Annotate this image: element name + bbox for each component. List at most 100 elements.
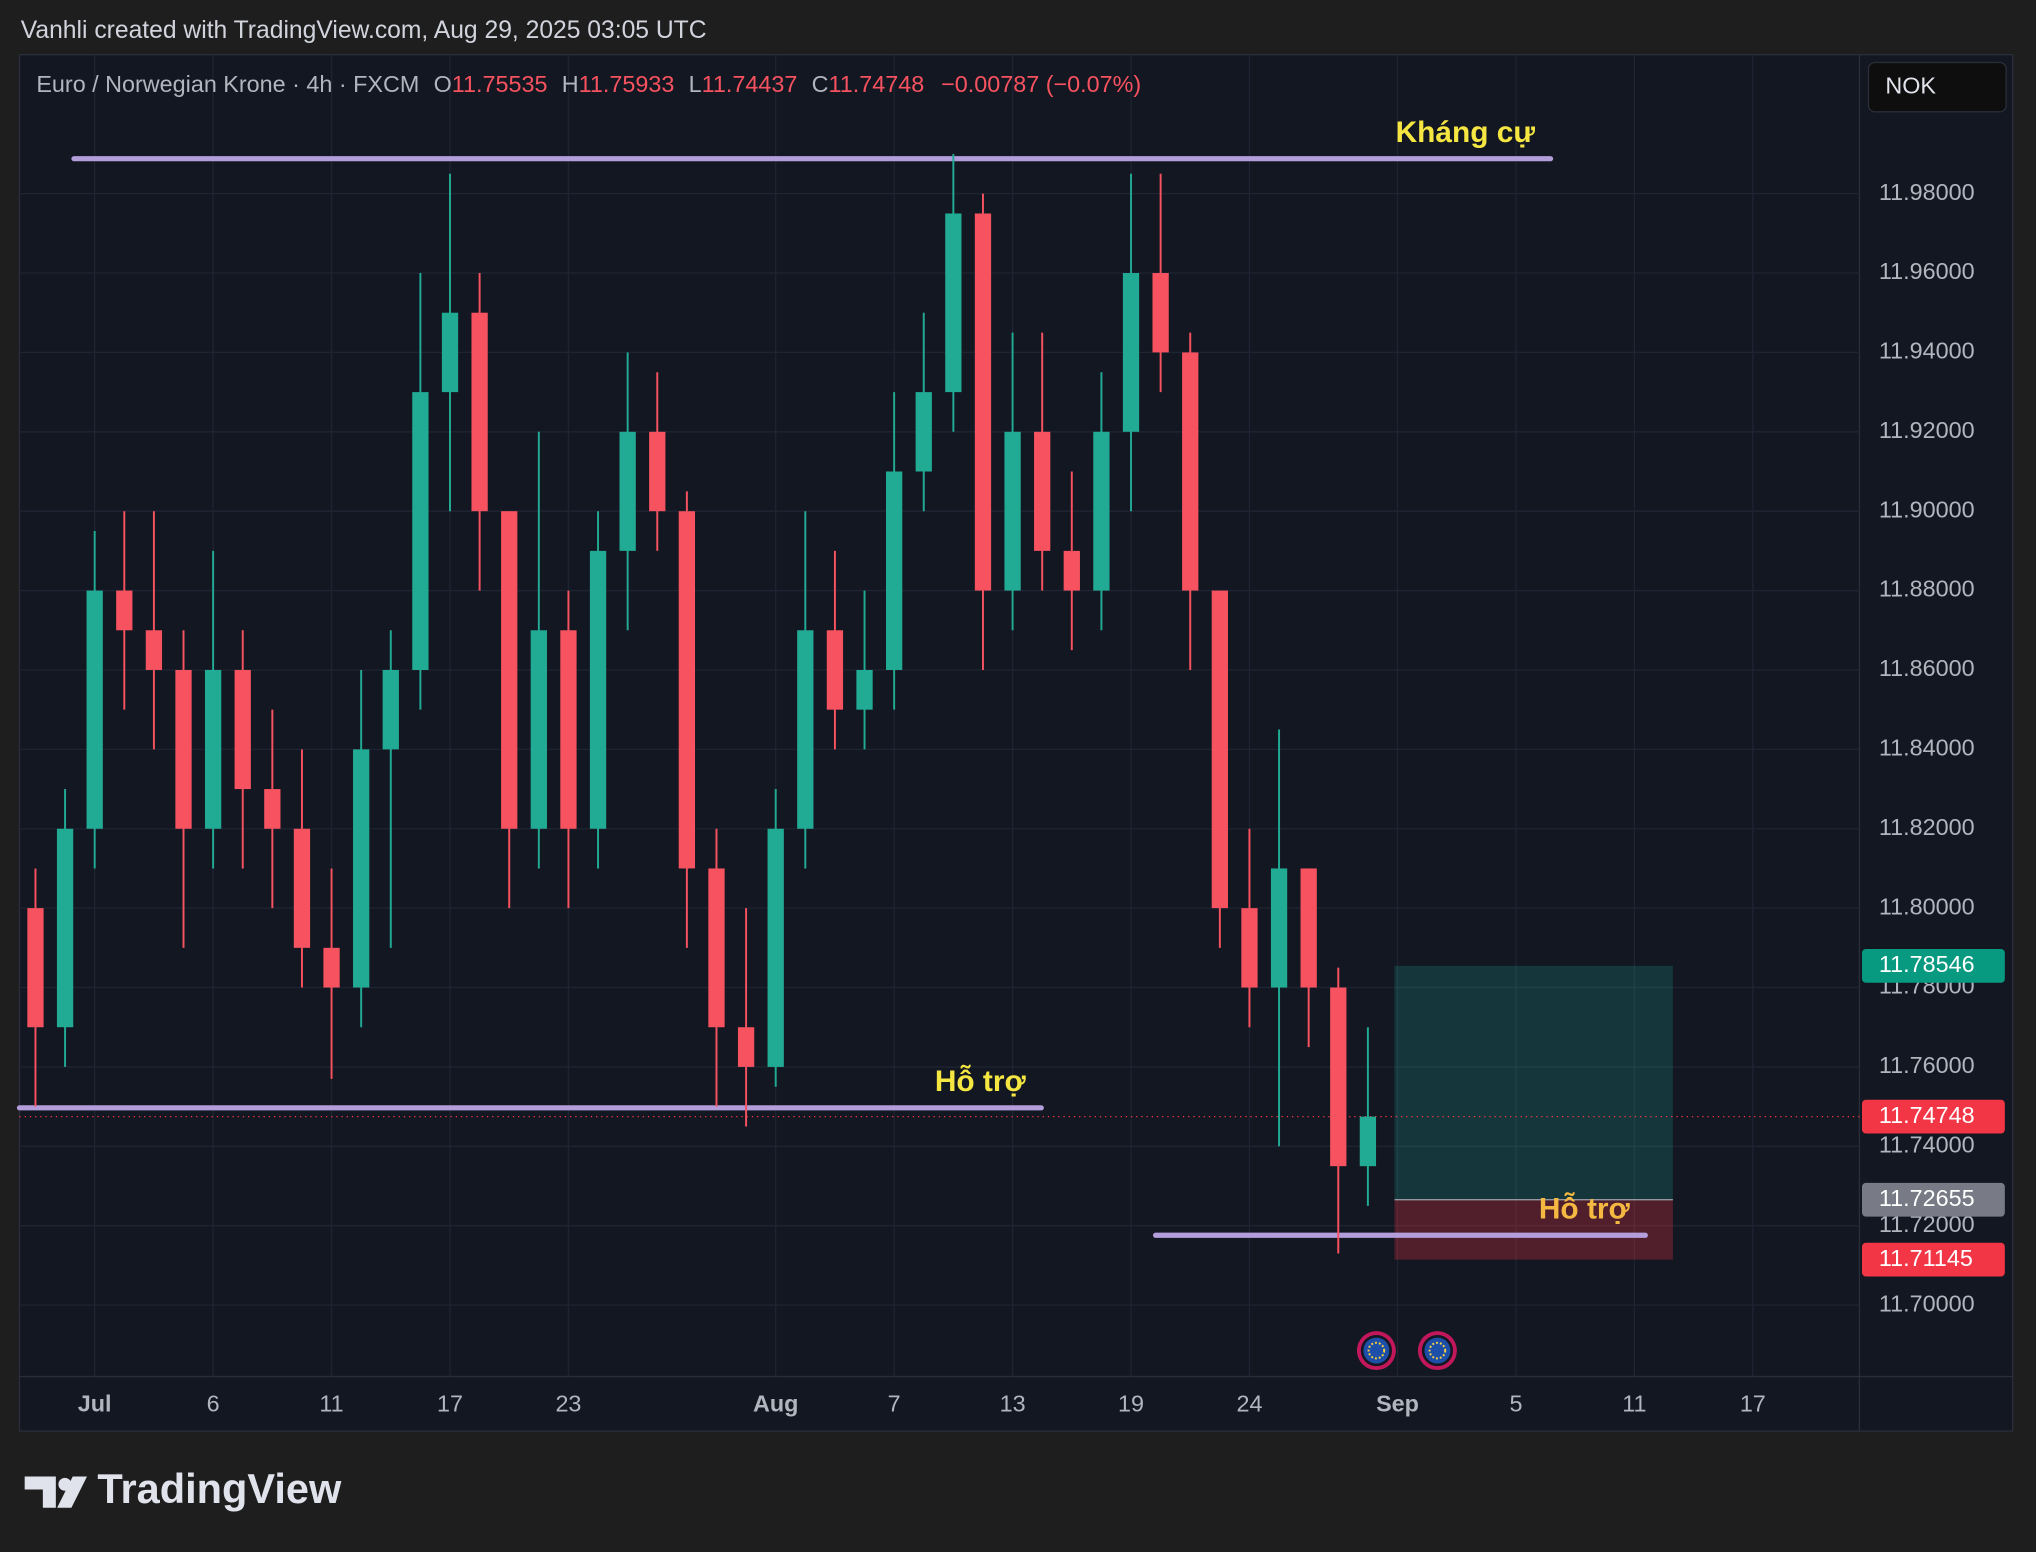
y-tick-label: 11.76000 — [1879, 1052, 1975, 1078]
currency-button[interactable] — [1867, 61, 2007, 113]
candle-body — [856, 669, 873, 710]
candle-body — [560, 630, 577, 829]
candle-body — [1241, 908, 1258, 988]
y-tick-label: 11.90000 — [1879, 496, 1975, 522]
ohlc-value: 11.74437 — [702, 71, 798, 97]
candle-body — [1270, 868, 1288, 988]
y-tick-label: 11.92000 — [1879, 417, 1975, 443]
candle-body — [1122, 273, 1140, 432]
price-badge-label: 11.78546 — [1879, 951, 1975, 977]
x-tick-label: Aug — [753, 1390, 798, 1416]
x-tick-label: Sep — [1376, 1390, 1419, 1416]
candle-body — [441, 312, 459, 393]
candle-body — [885, 471, 903, 670]
candle-body — [264, 789, 281, 829]
ohlc-label: H — [562, 71, 579, 97]
x-tick-label: 5 — [1509, 1390, 1522, 1416]
x-tick-label: 11 — [319, 1390, 343, 1416]
y-tick-label: 11.96000 — [1879, 258, 1975, 284]
y-tick-label: 11.88000 — [1879, 576, 1975, 602]
candle-body — [708, 868, 725, 1028]
x-tick-label: 17 — [1740, 1390, 1766, 1416]
y-tick-label: 11.80000 — [1879, 893, 1975, 919]
candle-body — [86, 590, 103, 829]
candle-body — [1152, 273, 1169, 353]
candle-body — [204, 669, 222, 829]
candle-body — [234, 669, 251, 790]
level-label: Hỗ trợ — [1539, 1191, 1631, 1225]
x-tick-label: Jul — [78, 1390, 112, 1416]
candle-body — [678, 511, 696, 869]
candle-body — [1359, 1116, 1377, 1167]
price-badge-label: 11.72655 — [1879, 1185, 1975, 1211]
y-tick-label: 11.98000 — [1879, 179, 1975, 205]
candle-body — [767, 828, 784, 1067]
candle-body — [501, 511, 518, 829]
x-tick-label: 24 — [1236, 1390, 1262, 1416]
ohlc-value: 11.74748 — [829, 71, 925, 97]
candle-body — [974, 213, 992, 591]
candle-body — [1330, 987, 1347, 1167]
candle-body — [145, 630, 163, 670]
x-tick-label: 23 — [555, 1390, 581, 1416]
price-badge — [1862, 1099, 2005, 1134]
candle-body — [1211, 590, 1228, 909]
x-tick-label: 13 — [1000, 1390, 1026, 1416]
brand: TradingView — [97, 1465, 342, 1512]
candle-body — [1300, 868, 1317, 988]
candle-body — [27, 908, 44, 1028]
loss-zone — [1394, 1199, 1673, 1260]
price-badge — [1862, 948, 2005, 983]
x-tick-label: 19 — [1118, 1390, 1144, 1416]
candle-body — [649, 431, 666, 512]
price-badge-label: 11.74748 — [1879, 1102, 1975, 1128]
y-tick-label: 11.70000 — [1879, 1290, 1975, 1316]
price-badge — [1862, 1242, 2005, 1277]
level-label: Kháng cự — [1396, 116, 1536, 149]
chart-pane — [18, 54, 2014, 1432]
x-tick-label: 17 — [437, 1390, 463, 1416]
credit: Vanhli created with TradingView.com, Aug… — [21, 17, 707, 44]
y-tick-label: 11.86000 — [1879, 655, 1975, 681]
logo-mark — [57, 1476, 87, 1508]
logo-mark — [24, 1476, 56, 1508]
candle-body — [353, 749, 370, 988]
price-badge-label: 11.71145 — [1879, 1245, 1973, 1271]
event-icons — [1356, 1331, 1457, 1371]
profit-zone — [1394, 965, 1673, 1200]
level-label: Hỗ trợ — [935, 1064, 1027, 1098]
labels: 11.7000011.7200011.7400011.7600011.78000… — [78, 179, 2005, 1416]
candle-body — [175, 669, 192, 829]
candle-body — [116, 590, 133, 631]
candles — [27, 153, 1377, 1254]
candle-body — [1182, 352, 1199, 591]
logo: TradingView — [24, 1465, 342, 1512]
candle-body — [797, 630, 814, 829]
symbol-title: Euro / Norwegian Krone · 4h · FXCM — [36, 71, 419, 97]
candle-body — [1034, 431, 1051, 551]
ohlc-label: O — [434, 71, 452, 97]
event-stars — [1367, 1341, 1386, 1360]
legend: Euro / Norwegian Krone · 4h · FXCM O11.7… — [36, 71, 1141, 97]
y-tick-label: 11.74000 — [1879, 1131, 1975, 1157]
candle-body — [589, 550, 607, 829]
candle-body — [530, 630, 547, 829]
ohlc-value: 11.75535 — [452, 71, 548, 97]
candle-body — [56, 828, 74, 1028]
candle-body — [293, 828, 311, 948]
candle-body — [382, 669, 399, 750]
x-tick-label: 7 — [888, 1390, 901, 1416]
candle-body — [619, 431, 636, 551]
currency-label[interactable]: NOK — [1885, 72, 1936, 98]
candle-body — [323, 947, 340, 988]
ohlc-label: C — [812, 71, 829, 97]
price-badge — [1862, 1182, 2005, 1217]
candle-body — [945, 213, 962, 393]
candle-body — [412, 392, 429, 670]
candle-body — [471, 312, 488, 512]
candle-body — [915, 392, 932, 472]
y-tick-label: 11.94000 — [1879, 338, 1975, 364]
y-tick-label: 11.82000 — [1879, 814, 1975, 840]
candle-body — [1093, 431, 1110, 591]
